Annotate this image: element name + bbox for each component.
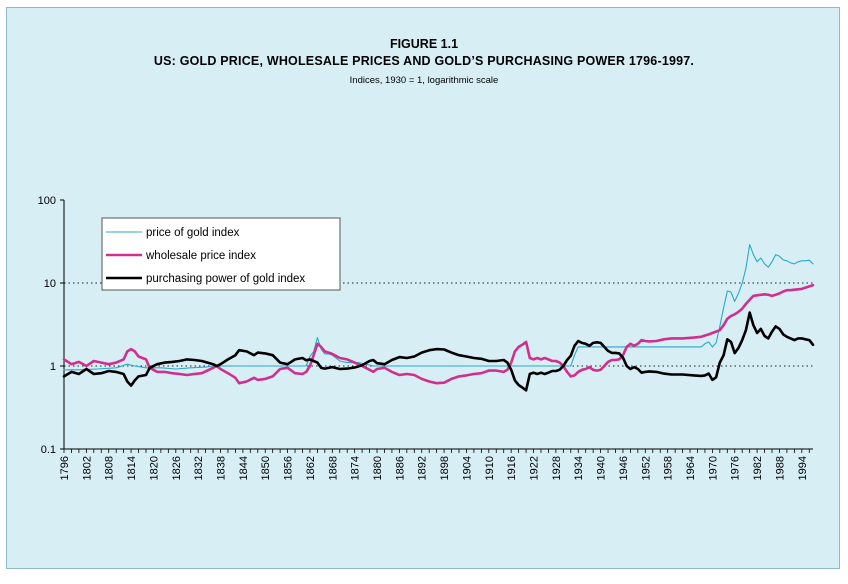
x-tick-label: 1946 — [618, 456, 630, 480]
x-tick-label: 1838 — [216, 456, 228, 480]
legend-label: price of gold index — [146, 227, 240, 239]
x-tick-label: 1826 — [171, 456, 183, 480]
x-tick-label: 1994 — [797, 456, 809, 480]
x-tick-label: 1856 — [283, 456, 295, 480]
x-tick-label: 1982 — [752, 456, 764, 480]
x-tick-label: 1976 — [730, 456, 742, 480]
x-tick-label: 1814 — [126, 456, 138, 480]
x-tick-labels: 1796 1802 1808 1814 1820 1826 1832 1838 1844 1850… — [59, 456, 809, 480]
x-tick-label: 1904 — [461, 456, 473, 480]
legend-label: purchasing power of gold index — [146, 273, 305, 285]
x-tick-label: 1892 — [417, 456, 429, 480]
series-line-3 — [62, 311, 815, 392]
y-tick-label: 0.1 — [41, 444, 56, 456]
x-tick-label: 1868 — [327, 456, 339, 480]
chart-title: US: GOLD PRICE, WHOLESALE PRICES AND GOL… — [153, 54, 695, 68]
x-tick-label: 1916 — [506, 456, 518, 480]
x-tick-label: 1808 — [104, 456, 116, 480]
x-tick-label: 1880 — [372, 456, 384, 480]
x-tick-label: 1952 — [640, 456, 652, 480]
x-tick-label: 1964 — [685, 456, 697, 480]
x-tick-label: 1928 — [551, 456, 563, 480]
axes — [60, 199, 813, 453]
x-tick-label: 1862 — [305, 456, 317, 480]
figure-label: FIGURE 1.1 — [389, 37, 459, 51]
series-lines — [62, 244, 815, 392]
x-tick-label: 1874 — [350, 456, 362, 480]
x-tick-label: 1988 — [774, 456, 786, 480]
x-tick-label: 1898 — [439, 456, 451, 480]
x-tick-label: 1910 — [484, 456, 496, 480]
x-tick-label: 1886 — [394, 456, 406, 480]
x-tick-label: 1850 — [260, 456, 272, 480]
series-line-1 — [63, 244, 814, 371]
legend: price of gold index wholesale price index… — [101, 217, 341, 291]
grid — [64, 282, 813, 367]
x-tick-label: 1802 — [81, 456, 93, 480]
y-tick-labels: 0.1 1 10 100 — [38, 195, 56, 456]
x-tick-label: 1922 — [529, 456, 541, 480]
legend-label: wholesale price index — [145, 250, 256, 262]
y-tick-label: 1 — [50, 361, 56, 373]
x-tick-label: 1958 — [663, 456, 675, 480]
x-tick-label: 1796 — [59, 456, 71, 480]
x-tick-label: 1820 — [148, 456, 160, 480]
y-tick-label: 10 — [44, 278, 56, 290]
series-line-2 — [62, 283, 815, 385]
x-tick-label: 1940 — [596, 456, 608, 480]
y-tick-label: 100 — [38, 195, 56, 207]
x-tick-label: 1832 — [193, 456, 205, 480]
x-tick-label: 1934 — [573, 456, 585, 480]
chart-subtitle: Indices, 1930 = 1, logarithmic scale — [349, 75, 499, 86]
x-tick-label: 1844 — [238, 456, 250, 480]
x-tick-label: 1970 — [707, 456, 719, 480]
